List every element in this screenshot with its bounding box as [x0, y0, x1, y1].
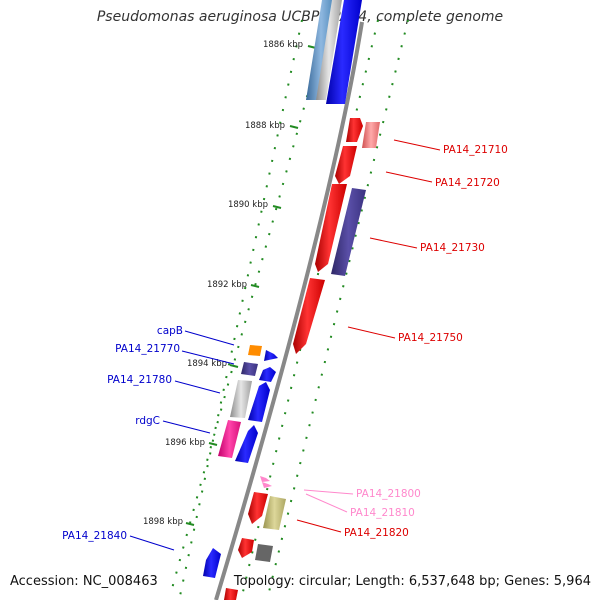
label-connector	[129, 535, 175, 551]
gene-feature-gray[interactable]	[255, 544, 273, 562]
gene-feature-PA14_21720[interactable]	[335, 146, 357, 184]
gene-feature-PA14_21810[interactable]	[262, 482, 272, 488]
gene-feature-blue[interactable]	[248, 382, 270, 422]
gene-feature-PA14_21770[interactable]	[241, 362, 258, 376]
gene-label-PA14_21730[interactable]: PA14_21730	[420, 242, 485, 254]
gene-label-PA14_21810[interactable]: PA14_21810	[350, 507, 415, 519]
gene-feature-PA14_21710[interactable]	[346, 118, 363, 142]
ruler-tick-mark	[289, 125, 299, 129]
gene-feature-gray[interactable]	[316, 0, 342, 100]
gene-feature-salmon[interactable]	[362, 122, 380, 148]
gene-label-rdgC[interactable]: rdgC	[135, 415, 160, 427]
label-connector	[305, 493, 348, 513]
ruler-tick-mark	[185, 522, 195, 526]
ruler-label: 1894 kbp	[187, 359, 227, 369]
ruler-label: 1886 kbp	[263, 40, 303, 50]
accession-text: Accession: NC_008463	[10, 574, 158, 589]
label-connector	[369, 237, 418, 249]
gene-label-PA14_21820[interactable]: PA14_21820	[344, 527, 409, 539]
topology-text: Topology: circular; Length: 6,537,648 bp…	[233, 574, 591, 589]
genome-title: Pseudomonas aeruginosa UCBPP-PA14, compl…	[96, 9, 504, 25]
gene-feature-PA14_21840[interactable]	[203, 548, 221, 578]
gene-feature-blue[interactable]	[264, 350, 278, 361]
label-connector	[184, 330, 235, 346]
label-connector	[296, 519, 342, 533]
gene-label-PA14_21750[interactable]: PA14_21750	[398, 332, 463, 344]
gene-label-PA14_21710[interactable]: PA14_21710	[443, 144, 508, 156]
gene-label-capB[interactable]: capB	[157, 325, 183, 337]
label-connector	[393, 139, 441, 151]
ruler-label: 1898 kbp	[143, 517, 183, 527]
gene-feature-rdgC[interactable]	[218, 420, 241, 458]
gene-feature-khaki[interactable]	[263, 496, 286, 530]
genome-backbone	[214, 21, 364, 600]
gene-feature-PA14_21750[interactable]	[293, 278, 325, 354]
gene-feature-blue[interactable]	[259, 367, 276, 382]
gene-label-PA14_21770[interactable]: PA14_21770	[115, 343, 180, 355]
gene-feature-PA14_21780[interactable]	[230, 380, 252, 418]
gene-label-PA14_21720[interactable]: PA14_21720	[435, 177, 500, 189]
gene-feature-capB[interactable]	[248, 345, 262, 356]
gene-feature-purple[interactable]	[331, 188, 366, 276]
label-connector	[385, 171, 433, 183]
label-connector	[174, 380, 221, 394]
ruler-tick-mark	[229, 364, 239, 368]
gene-feature-red[interactable]	[224, 588, 238, 600]
gene-feature-blue[interactable]	[235, 425, 258, 463]
gene-label-PA14_21840[interactable]: PA14_21840	[62, 530, 127, 542]
gene-label-PA14_21780[interactable]: PA14_21780	[107, 374, 172, 386]
ruler-label: 1888 kbp	[245, 121, 285, 131]
gene-feature-PA14_21820[interactable]	[248, 492, 268, 524]
label-connector	[181, 350, 235, 365]
ruler-label: 1890 kbp	[228, 200, 268, 210]
gene-label-PA14_21800[interactable]: PA14_21800	[356, 488, 421, 500]
label-connector	[303, 489, 354, 495]
gene-feature-PA14_21730[interactable]	[315, 184, 347, 272]
ruler-tick-mark	[272, 205, 282, 209]
ruler-tick-mark	[250, 284, 260, 288]
label-connector	[162, 420, 211, 434]
gene-feature-blue[interactable]	[326, 0, 362, 104]
ruler-tick-mark	[208, 442, 218, 446]
label-connector	[347, 326, 396, 339]
ruler-label: 1892 kbp	[207, 280, 247, 290]
gene-feature-red[interactable]	[238, 538, 254, 558]
ruler-label: 1896 kbp	[165, 438, 205, 448]
gene-feature-PA14_21800[interactable]	[260, 476, 270, 482]
